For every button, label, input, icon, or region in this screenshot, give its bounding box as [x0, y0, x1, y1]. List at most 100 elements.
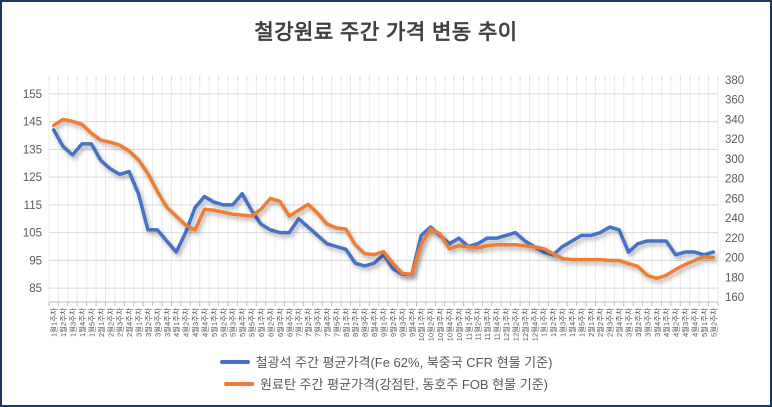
- x-axis-category-label: 12월1주차: [501, 308, 511, 341]
- x-axis-category-label: 7월4주차: [322, 308, 332, 337]
- x-axis-category-label: 5월2주차: [218, 308, 228, 337]
- x-axis-category-label: 1월3주차: [558, 308, 568, 337]
- x-axis-category-label: 7월5주차: [331, 308, 341, 337]
- right-axis-tick-label: 220: [725, 233, 744, 245]
- x-axis-category-label: 12월3주차: [520, 308, 530, 341]
- x-axis-category-label: 4월3주차: [190, 308, 200, 337]
- x-axis-category-label: 1월3주차: [68, 308, 78, 337]
- x-axis-category-label: 9월4주차: [407, 308, 417, 337]
- x-axis-category-label: 1월1주차: [539, 308, 549, 337]
- iron-ore-legend-label: 철광석 주간 평균가격(Fe 62%, 북중국 CFR 현물 기준): [255, 355, 553, 370]
- x-axis-category-label: 9월2주차: [388, 308, 398, 337]
- right-axis-tick-label: 160: [725, 292, 744, 304]
- left-axis-tick-label: 115: [24, 200, 42, 212]
- x-axis-category-label: 2월3주차: [115, 308, 125, 337]
- x-axis-category-label: 2월4주차: [614, 308, 624, 337]
- left-axis-tick-label: 125: [23, 172, 42, 184]
- x-axis-category-label: 1월5주차: [576, 308, 586, 337]
- x-axis-category-label: 2월1주차: [96, 308, 106, 337]
- x-axis-category-label: 7월2주차: [303, 308, 313, 337]
- x-axis-category-label: 4월4주차: [199, 308, 209, 337]
- right-axis-tick-label: 280: [725, 174, 744, 186]
- x-axis-category-label: 3월3주차: [642, 308, 652, 337]
- coking-coal-price-line: [51, 117, 716, 281]
- x-axis-category-label: 9월1주차: [379, 308, 389, 337]
- coking-coal-legend-label: 원료탄 주간 평균가격(강점탄, 동호주 FOB 현물 기준): [260, 377, 548, 392]
- left-axis-tick-label: 135: [23, 144, 42, 156]
- x-axis-category-label: 5월5주차: [247, 308, 257, 337]
- right-axis-tick-label: 240: [725, 213, 744, 225]
- left-axis-tick-label: 95: [29, 255, 42, 267]
- x-axis-category-label: 5월4주차: [237, 308, 247, 337]
- right-axis-tick-label: 340: [725, 114, 744, 126]
- x-axis-category-label: 3월2주차: [633, 308, 643, 337]
- x-axis-category-label: 1월2주차: [58, 308, 68, 337]
- x-axis-category-label: 4월3주차: [680, 308, 690, 337]
- chart-title: 철강원료 주간 가격 변동 추이: [254, 21, 518, 44]
- left-axis-tick-label: 85: [29, 283, 42, 295]
- right-axis-tick-label: 200: [725, 253, 744, 265]
- coking-coal-line-swatch: [224, 381, 255, 386]
- x-axis-category-label: 11월2주차: [473, 308, 483, 341]
- x-axis-category-label: 4월1주차: [661, 308, 671, 337]
- x-axis-category-label: 4월2주차: [181, 308, 191, 337]
- x-axis-category-label: 10월5주차: [454, 308, 464, 341]
- x-axis-category-label: 9월3주차: [397, 308, 407, 337]
- left-axis-tick-label: 145: [23, 117, 42, 129]
- x-axis-category-label: 2월2주차: [105, 308, 115, 337]
- right-axis-tick-label: 300: [725, 154, 744, 166]
- x-axis-category-label: 10월2주차: [426, 308, 436, 341]
- x-axis-category-label: 6월2주차: [265, 308, 275, 337]
- x-axis-category-label: 11월4주차: [492, 308, 502, 341]
- x-axis-category-label: 8월4주차: [369, 308, 379, 337]
- x-axis-category-label: 1월5주차: [86, 308, 96, 337]
- right-axis-tick-label: 380: [725, 75, 744, 87]
- x-axis-category-label: 4월1주차: [171, 308, 181, 337]
- x-axis-category-label: 12월2주차: [510, 308, 520, 341]
- left-axis-tick-label: 105: [23, 228, 42, 240]
- x-axis-category-label: 2월3주차: [605, 308, 615, 337]
- x-axis-category-label: 2월1주차: [586, 308, 596, 337]
- x-axis-category-label: 2월2주차: [595, 308, 605, 337]
- x-axis-category-label: 10월3주차: [435, 308, 445, 341]
- x-axis-category-label: 5월3주차: [228, 308, 238, 337]
- right-axis-tick-label: 360: [725, 95, 744, 107]
- x-axis-category-label: 11월1주차: [463, 308, 473, 341]
- left-axis-tick-label: 155: [23, 89, 42, 101]
- x-axis-category-label: 5월1주차: [699, 308, 709, 337]
- x-axis-category-label: 3월1주차: [134, 308, 144, 337]
- right-axis-tick-label: 260: [725, 193, 744, 205]
- legend: 철광석 주간 평균가격(Fe 62%, 북중국 CFR 현물 기준) 원료탄 주…: [2, 352, 770, 393]
- x-axis-category-label: 4월2주차: [671, 308, 681, 337]
- legend-item-coking-coal: 원료탄 주간 평균가격(강점탄, 동호주 FOB 현물 기준): [224, 374, 548, 393]
- x-axis-category-label: 1월1주차: [49, 308, 59, 337]
- x-axis-category-label: 8월3주차: [360, 308, 370, 337]
- x-axis-category-label: 10월4주차: [444, 308, 454, 341]
- x-axis-category-label: 3월3주차: [152, 308, 162, 337]
- x-axis-category-label: 5월1주차: [209, 308, 219, 337]
- x-axis-category-label: 3월4주차: [652, 308, 662, 337]
- x-axis-category-label: 3월4주차: [162, 308, 172, 337]
- x-axis-category-label: 1월2주차: [548, 308, 558, 337]
- x-axis-category-label: 6월3주차: [275, 308, 285, 337]
- x-axis-category-label: 6월1주차: [256, 308, 266, 337]
- x-axis-category-label: 8월1주차: [341, 308, 351, 337]
- x-axis-category-label: 3월2주차: [143, 308, 153, 337]
- x-axis-category-label: 10월1주차: [416, 308, 426, 341]
- iron-ore-price-line: [51, 128, 716, 276]
- right-axis-tick-label: 320: [725, 134, 744, 146]
- x-axis-category-label: 5월2주차: [708, 308, 718, 337]
- x-axis-category-label: 7월3주차: [313, 308, 323, 337]
- x-axis-category-label: 6월4주차: [284, 308, 294, 337]
- plot-area: 85 95 105 115 125 135 145 155 160 180 200 220 240 260…: [23, 75, 744, 341]
- right-axis-tick-label: 180: [725, 272, 744, 284]
- x-axis-category-label: 4월4주차: [689, 308, 699, 337]
- x-axis-category-label: 8월2주차: [350, 308, 360, 337]
- legend-item-iron-ore: 철광석 주간 평균가격(Fe 62%, 북중국 CFR 현물 기준): [219, 352, 553, 371]
- x-axis-category-label: 1월4주차: [567, 308, 577, 337]
- x-axis-category-label: 12월4주차: [529, 308, 539, 341]
- iron-ore-line-swatch: [219, 359, 250, 364]
- x-axis-category-label: 3월1주차: [623, 308, 633, 337]
